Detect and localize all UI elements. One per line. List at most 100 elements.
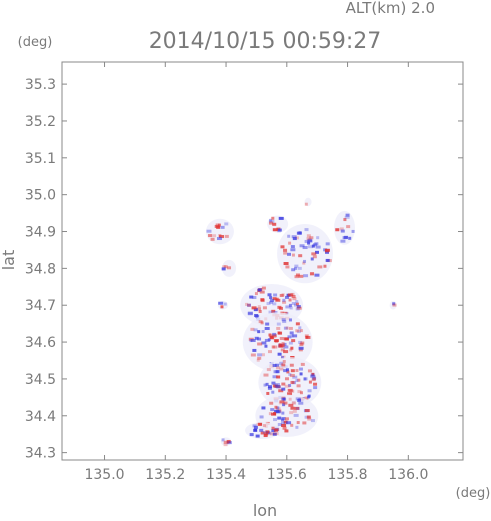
- negative-pixel: [291, 235, 297, 239]
- positive-pixel: [279, 336, 284, 340]
- negative-pixel: [272, 375, 278, 379]
- negative-pixel: [342, 236, 348, 240]
- negative-pixel: [267, 386, 272, 390]
- positive-pixel: [270, 336, 275, 340]
- positive-pixel: [271, 426, 275, 430]
- negative-pixel: [297, 266, 302, 270]
- negative-pixel: [296, 330, 301, 334]
- positive-pixel: [284, 429, 289, 433]
- x-tick-label: 135.2: [145, 467, 185, 483]
- negative-pixel: [257, 330, 261, 334]
- negative-pixel: [297, 399, 302, 403]
- positive-pixel: [261, 353, 265, 357]
- echo-region: [277, 223, 333, 284]
- negative-pixel: [264, 344, 268, 348]
- negative-pixel: [280, 356, 284, 360]
- positive-pixel: [286, 370, 290, 374]
- positive-pixel: [274, 405, 278, 409]
- x-tick-label: 135.4: [206, 467, 246, 483]
- negative-pixel: [253, 425, 258, 429]
- y-axis-ticks: 34.3 34.4 34.5 34.6 34.7 34.8 34.9 35.0 35.1 35.2…: [25, 77, 463, 462]
- positive-pixel: [250, 327, 255, 331]
- positive-pixel: [300, 362, 305, 366]
- negative-pixel: [253, 428, 258, 432]
- negative-pixel: [298, 367, 303, 371]
- negative-pixel: [294, 266, 298, 270]
- positive-pixel: [283, 248, 288, 252]
- positive-pixel: [294, 275, 299, 279]
- negative-pixel: [313, 386, 318, 390]
- positive-pixel: [281, 382, 286, 386]
- positive-pixel: [218, 234, 222, 238]
- positive-pixel: [297, 378, 301, 382]
- positive-pixel: [289, 373, 295, 377]
- positive-pixel: [284, 417, 289, 421]
- positive-pixel: [280, 348, 285, 352]
- negative-pixel: [281, 411, 285, 415]
- positive-pixel: [251, 306, 257, 310]
- positive-pixel: [302, 261, 306, 265]
- positive-pixel: [287, 293, 293, 297]
- negative-pixel: [304, 228, 309, 232]
- negative-pixel: [226, 441, 232, 445]
- negative-pixel: [303, 377, 307, 381]
- negative-pixel: [283, 342, 287, 346]
- positive-pixel: [277, 331, 281, 335]
- positive-pixel: [295, 329, 300, 333]
- positive-pixel: [297, 390, 302, 394]
- negative-pixel: [294, 303, 298, 307]
- negative-pixel: [269, 219, 275, 223]
- y-tick-label: 35.3: [25, 77, 56, 93]
- negative-pixel: [283, 345, 289, 349]
- positive-pixel: [283, 350, 289, 354]
- negative-pixel: [282, 298, 286, 302]
- negative-pixel: [289, 306, 293, 310]
- positive-pixel: [275, 366, 280, 370]
- negative-pixel: [253, 328, 258, 332]
- positive-pixel: [295, 368, 299, 372]
- x-axis-label: lon: [253, 501, 277, 520]
- positive-pixel: [283, 420, 288, 424]
- negative-pixel: [254, 336, 259, 340]
- positive-pixel: [311, 372, 315, 376]
- negative-pixel: [304, 239, 308, 243]
- negative-pixel: [282, 319, 287, 323]
- plot-frame: [61, 61, 464, 461]
- positive-pixel: [272, 222, 277, 226]
- positive-pixel: [266, 368, 271, 372]
- positive-pixel: [304, 202, 308, 206]
- negative-pixel: [325, 250, 330, 254]
- positive-pixel: [285, 326, 289, 330]
- positive-pixel: [306, 415, 311, 419]
- negative-pixel: [303, 274, 309, 278]
- positive-pixel: [307, 369, 312, 373]
- negative-pixel: [271, 381, 276, 385]
- negative-pixel: [269, 300, 274, 304]
- negative-pixel: [282, 397, 286, 401]
- negative-pixel: [285, 305, 291, 309]
- positive-pixel: [309, 236, 314, 240]
- negative-pixel: [265, 382, 269, 386]
- positive-pixel: [254, 292, 258, 296]
- negative-pixel: [269, 218, 273, 222]
- alt-label: ALT(km) 2.0: [346, 0, 435, 17]
- negative-pixel: [314, 250, 319, 254]
- negative-pixel: [250, 339, 256, 343]
- negative-pixel: [290, 248, 296, 252]
- positive-pixel: [339, 227, 344, 231]
- positive-pixel: [289, 363, 294, 367]
- negative-pixel: [314, 242, 319, 246]
- positive-pixel: [288, 326, 293, 330]
- positive-pixel: [271, 345, 275, 349]
- negative-pixel: [247, 312, 253, 316]
- negative-pixel: [310, 373, 315, 377]
- negative-pixel: [298, 401, 304, 405]
- positive-pixel: [307, 417, 312, 421]
- positive-pixel: [262, 306, 267, 310]
- positive-pixel: [290, 346, 294, 350]
- positive-pixel: [210, 237, 215, 241]
- y-tick-label: 35.0: [25, 188, 56, 204]
- positive-pixel: [312, 377, 316, 381]
- positive-pixel: [257, 305, 261, 309]
